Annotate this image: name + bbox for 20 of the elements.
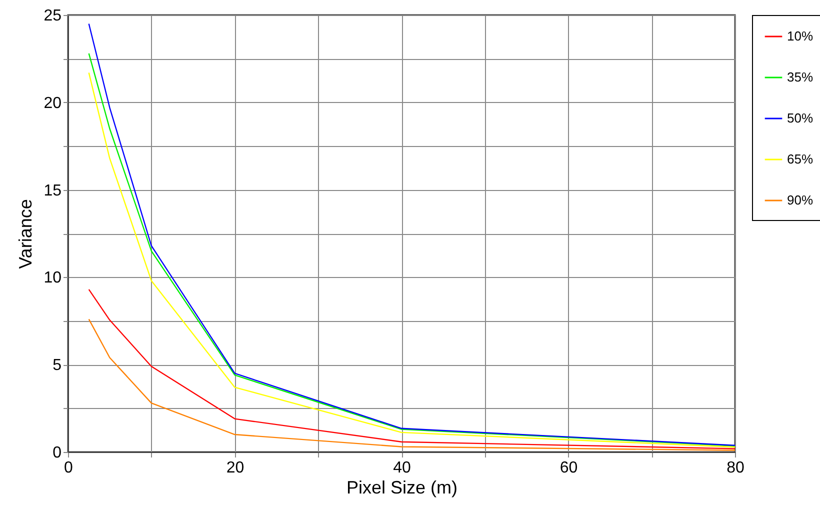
x-tick-label: 0: [64, 460, 74, 476]
x-tick-label: 60: [560, 460, 578, 476]
legend-label: 10%: [787, 28, 814, 44]
y-tick-label: 15: [44, 182, 62, 200]
y-tick-label: 25: [44, 8, 62, 24]
y-tick-label: 0: [52, 444, 62, 462]
legend-label: 90%: [787, 192, 814, 208]
line-series: [88, 318, 736, 451]
legend-label: 35%: [787, 70, 814, 84]
x-tick-label: 20: [226, 460, 244, 476]
x-axis-title: Pixel Size (m): [346, 478, 458, 498]
y-axis-title: Variance: [16, 199, 36, 269]
y-tick-label: 5: [52, 357, 62, 374]
x-tick-label: 80: [726, 460, 744, 476]
y-tick-label: 20: [44, 94, 62, 112]
legend-label: 50%: [787, 110, 814, 126]
x-tick-label: 40: [393, 460, 411, 476]
y-tick-label: 10: [44, 270, 62, 287]
legend-label: 65%: [787, 152, 814, 166]
line-series: [88, 288, 736, 450]
